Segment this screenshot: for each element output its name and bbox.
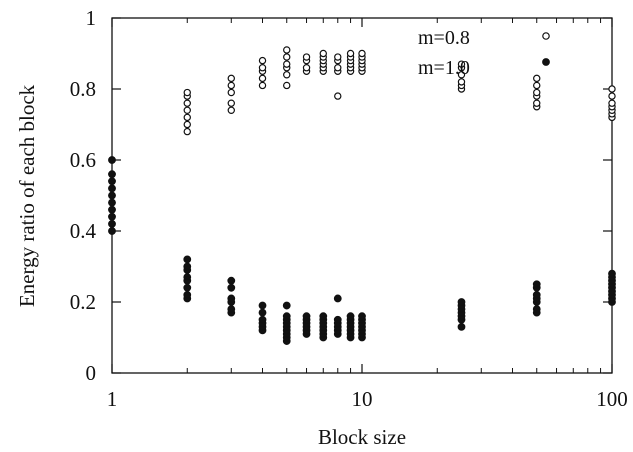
y-tick-label: 0.4: [70, 219, 97, 243]
data-point-m08: [457, 71, 466, 79]
x-tick-label: 1: [107, 387, 118, 411]
data-point-m10: [108, 156, 116, 164]
legend: m=0.8 m=1.0: [418, 27, 550, 79]
data-point-m08: [258, 74, 267, 83]
data-point-m08: [283, 60, 291, 68]
y-tick-label: 0.6: [70, 148, 96, 172]
data-point-m08: [346, 49, 355, 58]
data-point-m08: [183, 88, 191, 97]
y-tick-label: 1: [86, 6, 97, 30]
data-point-m08: [258, 56, 267, 65]
data-point-m08: [302, 63, 311, 72]
data-point-m10: [108, 220, 116, 228]
data-point-m08: [227, 88, 235, 97]
data-point-m08: [227, 106, 235, 115]
data-point-m08: [283, 71, 291, 79]
data-point-m10: [108, 184, 116, 193]
data-point-m08: [183, 113, 191, 122]
x-tick-labels: 1 10 100: [107, 387, 628, 411]
data-point-m10: [227, 276, 236, 285]
data-point-m08: [183, 120, 191, 129]
y-tick-label: 0.8: [70, 77, 96, 101]
data-point-m10: [227, 305, 236, 314]
data-point-m08: [334, 53, 342, 61]
x-tick-label: 100: [596, 387, 628, 411]
data-point-m10: [108, 170, 116, 179]
data-points: [108, 46, 616, 345]
data-point-m08: [283, 46, 291, 54]
legend-label-m10: m=1.0: [418, 57, 470, 79]
data-point-m10: [282, 301, 291, 310]
x-axis-label: Block size: [318, 425, 406, 449]
data-point-m08: [608, 85, 616, 93]
y-tick-label: 0: [86, 361, 97, 385]
data-point-m08: [457, 78, 466, 86]
y-axis-label: Energy ratio of each block: [15, 84, 39, 307]
legend-marker-open-circle: [542, 32, 550, 40]
legend-label-m08: m=0.8: [418, 27, 470, 49]
data-point-m10: [358, 312, 366, 321]
data-point-m08: [283, 81, 291, 90]
data-point-m08: [608, 99, 616, 107]
data-point-m10: [346, 312, 355, 321]
y-tick-labels: 0 0.2 0.4 0.6 0.8 1: [70, 6, 97, 385]
data-point-m10: [302, 312, 311, 321]
data-point-m10: [108, 205, 116, 214]
data-point-m10: [183, 262, 192, 271]
y-tick-label: 0.2: [70, 290, 96, 314]
data-point-m10: [532, 280, 541, 289]
data-point-m08: [302, 53, 311, 61]
data-point-m08: [227, 99, 235, 107]
data-point-m08: [183, 127, 191, 136]
data-point-m10: [319, 312, 328, 321]
data-point-m08: [227, 74, 235, 83]
data-point-m08: [533, 99, 541, 107]
data-point-m08: [183, 99, 191, 107]
data-point-m10: [227, 283, 236, 292]
data-point-m10: [183, 283, 192, 292]
data-point-m08: [183, 106, 191, 115]
data-point-m08: [533, 74, 541, 83]
data-point-m08: [283, 53, 291, 61]
data-point-m08: [334, 63, 342, 72]
x-tick-label: 10: [352, 387, 373, 411]
data-point-m10: [532, 291, 541, 299]
data-point-m10: [457, 322, 466, 331]
data-point-m10: [258, 308, 267, 317]
data-point-m10: [333, 294, 342, 303]
data-point-m08: [227, 81, 235, 90]
data-point-m10: [333, 315, 342, 324]
data-point-m08: [533, 81, 541, 90]
data-point-m08: [258, 81, 267, 90]
data-point-m08: [457, 60, 466, 68]
axis-ticks: [111, 17, 613, 374]
data-point-m10: [457, 298, 466, 306]
data-point-m10: [108, 227, 116, 235]
data-point-m10: [258, 301, 267, 310]
data-point-m10: [282, 312, 291, 321]
data-point-m10: [108, 191, 116, 200]
legend-marker-filled-circle: [542, 58, 550, 66]
data-point-m10: [227, 294, 236, 303]
data-point-m10: [608, 269, 616, 278]
data-point-m10: [108, 198, 116, 207]
data-point-m10: [183, 255, 192, 264]
data-point-m10: [183, 273, 192, 282]
data-point-m08: [358, 49, 366, 58]
data-point-m10: [108, 177, 116, 186]
data-point-m08: [533, 88, 541, 97]
data-point-m08: [608, 92, 616, 100]
data-point-m10: [258, 315, 267, 324]
data-point-m08: [258, 63, 267, 72]
data-point-m10: [108, 212, 116, 221]
data-point-m08: [319, 49, 327, 58]
data-point-m10: [183, 291, 192, 299]
data-point-m10: [532, 305, 541, 314]
data-point-m08: [334, 92, 342, 100]
